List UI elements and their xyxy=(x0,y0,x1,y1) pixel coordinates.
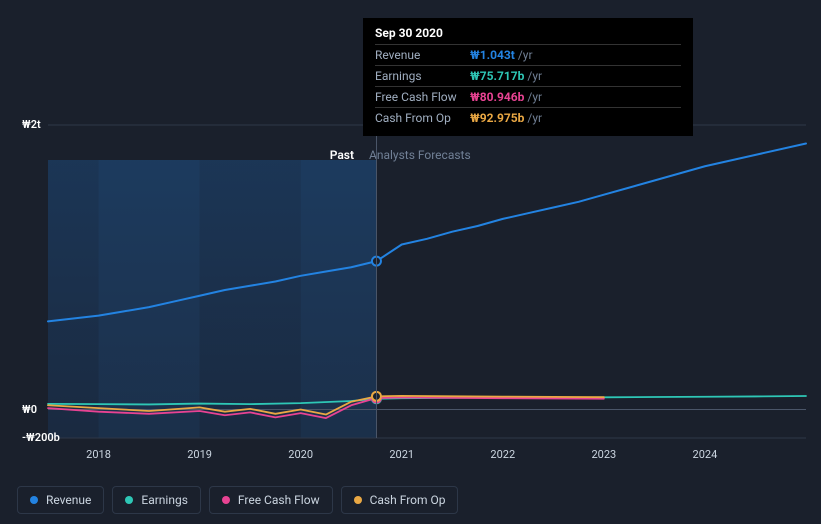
chart-container: Past Analysts Forecasts ₩2t ₩0 -₩200b 2018… xyxy=(0,0,821,524)
tooltip-row-label: Revenue xyxy=(375,48,470,62)
y-axis-label: -₩200b xyxy=(22,431,60,444)
tooltip-row-unit: /yr xyxy=(527,69,542,83)
tooltip-row-unit: /yr xyxy=(518,48,533,62)
legend-item-earnings[interactable]: Earnings xyxy=(112,486,201,514)
legend-dot-icon xyxy=(30,496,38,504)
tooltip-row: Cash From Op₩92.975b/yr xyxy=(375,107,681,128)
y-axis-label: ₩0 xyxy=(22,403,37,416)
legend-label: Cash From Op xyxy=(370,493,446,507)
tooltip-row: Free Cash Flow₩80.946b/yr xyxy=(375,86,681,107)
tooltip-row-value: ₩92.975b xyxy=(470,111,524,125)
tooltip-row-unit: /yr xyxy=(527,90,542,104)
legend-item-revenue[interactable]: Revenue xyxy=(17,486,104,514)
legend: Revenue Earnings Free Cash Flow Cash From O… xyxy=(17,486,458,514)
legend-label: Earnings xyxy=(141,493,188,507)
tooltip-date: Sep 30 2020 xyxy=(375,26,681,40)
tooltip-row: Earnings₩75.717b/yr xyxy=(375,65,681,86)
tooltip-row-unit: /yr xyxy=(527,111,542,125)
tooltip-row-label: Free Cash Flow xyxy=(375,90,470,104)
forecast-label: Analysts Forecasts xyxy=(369,148,471,162)
tooltip: Sep 30 2020 Revenue₩1.043t/yrEarnings₩75… xyxy=(363,18,693,136)
legend-item-cfo[interactable]: Cash From Op xyxy=(341,486,459,514)
legend-item-fcf[interactable]: Free Cash Flow xyxy=(209,486,333,514)
y-axis-label: ₩2t xyxy=(22,118,41,131)
x-axis-label: 2019 xyxy=(187,448,212,461)
x-axis-label: 2024 xyxy=(693,448,718,461)
legend-dot-icon xyxy=(354,496,362,504)
tooltip-row-label: Cash From Op xyxy=(375,111,470,125)
legend-label: Revenue xyxy=(46,493,91,507)
legend-dot-icon xyxy=(125,496,133,504)
x-axis-label: 2023 xyxy=(591,448,616,461)
tooltip-row-value: ₩1.043t xyxy=(470,48,515,62)
x-axis-label: 2018 xyxy=(86,448,111,461)
tooltip-row-value: ₩75.717b xyxy=(470,69,524,83)
tooltip-row-label: Earnings xyxy=(375,69,470,83)
x-axis-label: 2020 xyxy=(288,448,313,461)
tooltip-row-value: ₩80.946b xyxy=(470,90,524,104)
tooltip-row: Revenue₩1.043t/yr xyxy=(375,44,681,65)
x-axis-label: 2022 xyxy=(490,448,515,461)
past-label: Past xyxy=(330,148,354,162)
legend-dot-icon xyxy=(222,496,230,504)
legend-label: Free Cash Flow xyxy=(238,493,320,507)
x-axis-label: 2021 xyxy=(389,448,414,461)
